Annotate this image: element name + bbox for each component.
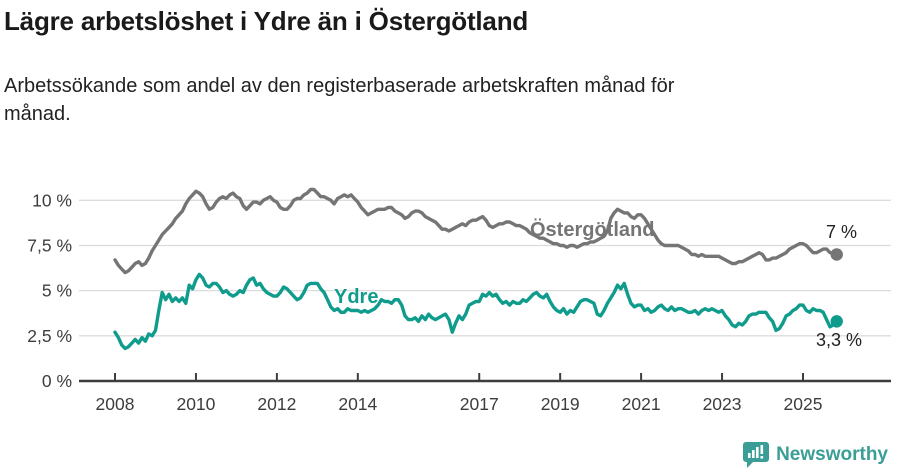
x-axis-tick-label: 2008 xyxy=(96,394,135,414)
series-label-ostergotland: Östergötland xyxy=(530,218,654,241)
page-title: Lägre arbetslöshet i Ydre än i Östergötl… xyxy=(4,6,529,36)
series-line-ydre xyxy=(113,272,839,351)
series-line-östergötland xyxy=(113,187,839,275)
chart-subtitle: Arbetssökande som andel av den registerb… xyxy=(4,75,675,125)
brand-name: Newsworthy xyxy=(776,443,888,465)
x-axis-tick-label: 2010 xyxy=(176,394,215,414)
end-value-label-ydre: 3,3 % xyxy=(816,330,862,350)
y-axis-tick-label: 7,5 % xyxy=(27,235,72,255)
newsworthy-logo-icon xyxy=(743,442,770,468)
y-axis-tick-label: 5 % xyxy=(42,281,72,301)
x-axis-tick-label: 2014 xyxy=(338,394,377,414)
y-axis-tick-label: 0 % xyxy=(42,371,72,391)
series-label-ydre: Ydre xyxy=(334,286,378,308)
x-axis-tick-label: 2019 xyxy=(541,394,580,414)
x-axis-tick-label: 2012 xyxy=(257,394,296,414)
x-axis-tick-label: 2017 xyxy=(460,394,499,414)
y-axis-tick-label: 10 % xyxy=(32,190,72,210)
x-axis-tick-label: 2021 xyxy=(622,394,661,414)
x-axis-tick-label: 2025 xyxy=(784,394,823,414)
y-axis-tick-label: 2,5 % xyxy=(27,326,72,346)
end-value-label-ostergotland: 7 % xyxy=(826,222,857,242)
brand-footer: Newsworthy xyxy=(743,441,888,468)
series-end-dot-ydre xyxy=(830,315,843,328)
series-end-dot-östergötland xyxy=(830,248,843,261)
x-axis-tick-label: 2023 xyxy=(703,394,742,414)
